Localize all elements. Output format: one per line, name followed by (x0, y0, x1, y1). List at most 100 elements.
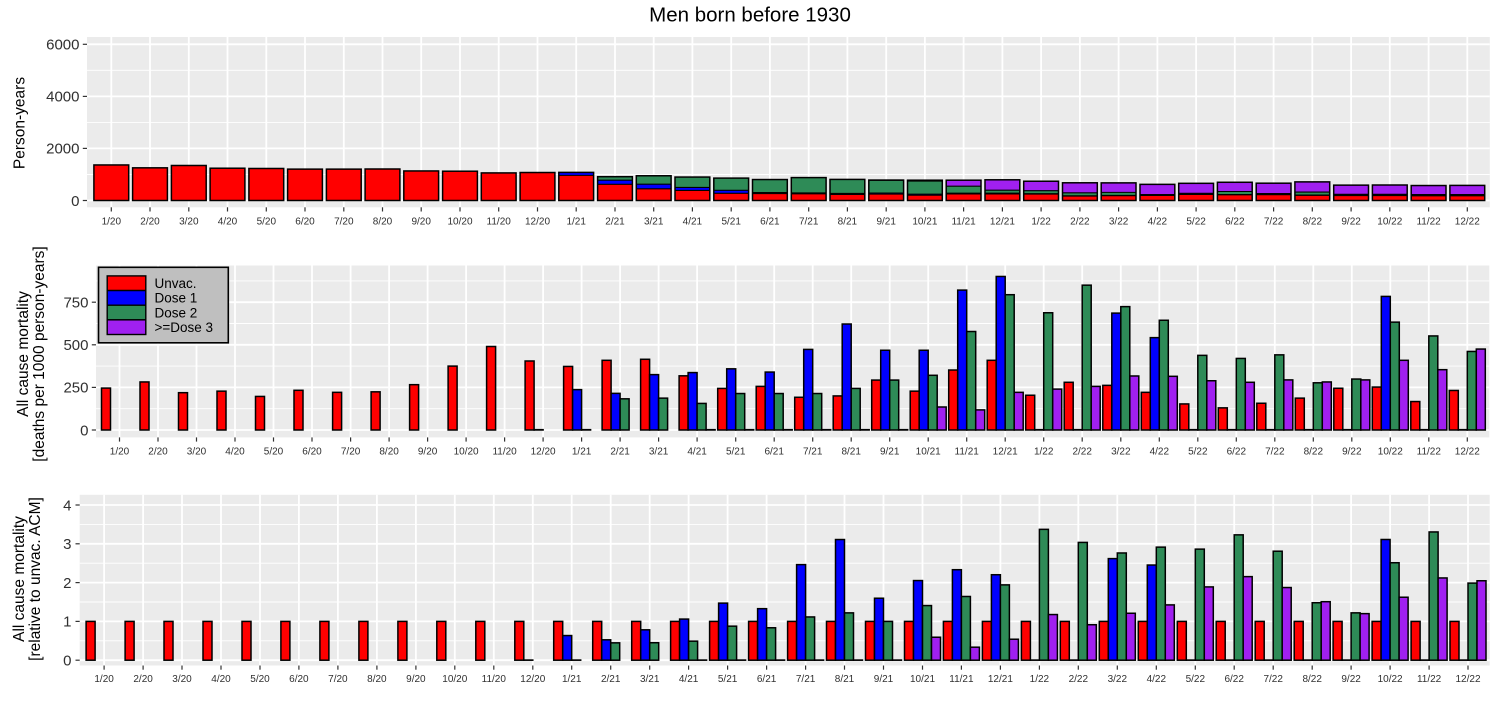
svg-text:7/20: 7/20 (334, 217, 354, 228)
svg-text:4/21: 4/21 (679, 674, 699, 685)
svg-text:4/22: 4/22 (1148, 217, 1168, 228)
svg-text:2/20: 2/20 (148, 446, 168, 457)
svg-text:12/20: 12/20 (531, 446, 556, 457)
svg-text:750: 750 (63, 295, 88, 312)
svg-text:10/20: 10/20 (454, 446, 479, 457)
svg-text:2/21: 2/21 (610, 446, 630, 457)
svg-text:4/22: 4/22 (1147, 674, 1167, 685)
svg-text:3: 3 (63, 536, 71, 553)
svg-text:6000: 6000 (46, 37, 79, 54)
svg-text:12/20: 12/20 (520, 674, 545, 685)
svg-text:11/21: 11/21 (951, 217, 976, 228)
svg-text:3/21: 3/21 (644, 217, 664, 228)
svg-text:11/21: 11/21 (949, 674, 974, 685)
svg-text:6/21: 6/21 (764, 446, 784, 457)
svg-text:5/20: 5/20 (264, 446, 284, 457)
svg-text:11/20: 11/20 (492, 446, 517, 457)
svg-text:12/22: 12/22 (1455, 446, 1480, 457)
svg-text:6/20: 6/20 (289, 674, 309, 685)
svg-text:Unvac.: Unvac. (155, 276, 197, 291)
svg-text:11/22: 11/22 (1417, 674, 1442, 685)
svg-text:5/20: 5/20 (250, 674, 270, 685)
svg-text:6/22: 6/22 (1227, 446, 1247, 457)
svg-text:5/21: 5/21 (718, 674, 738, 685)
svg-text:500: 500 (63, 337, 88, 354)
svg-text:7/20: 7/20 (328, 674, 348, 685)
svg-text:4/20: 4/20 (225, 446, 245, 457)
svg-text:1/20: 1/20 (94, 674, 114, 685)
svg-text:11/20: 11/20 (482, 674, 507, 685)
svg-text:6/21: 6/21 (757, 674, 777, 685)
svg-text:12/21: 12/21 (988, 674, 1013, 685)
svg-text:9/20: 9/20 (418, 446, 438, 457)
svg-text:8/21: 8/21 (835, 674, 855, 685)
svg-text:2/20: 2/20 (140, 217, 160, 228)
svg-text:Men born before 1930: Men born before 1930 (649, 4, 851, 27)
svg-text:4/20: 4/20 (211, 674, 231, 685)
svg-text:3/21: 3/21 (649, 446, 669, 457)
svg-text:9/22: 9/22 (1342, 446, 1362, 457)
svg-text:8/20: 8/20 (367, 674, 387, 685)
svg-text:5/22: 5/22 (1186, 217, 1206, 228)
svg-text:10/21: 10/21 (912, 217, 937, 228)
svg-text:0: 0 (71, 193, 79, 210)
svg-text:1/21: 1/21 (566, 217, 586, 228)
svg-text:8/20: 8/20 (379, 446, 399, 457)
svg-text:5/21: 5/21 (726, 446, 746, 457)
svg-text:3/22: 3/22 (1108, 674, 1128, 685)
svg-text:12/21: 12/21 (990, 217, 1015, 228)
svg-text:10/22: 10/22 (1378, 446, 1403, 457)
svg-text:2: 2 (63, 575, 71, 592)
svg-text:[relative to unvac. ACM]: [relative to unvac. ACM] (27, 497, 44, 661)
svg-text:[deaths per 1000 person-years]: [deaths per 1000 person-years] (31, 246, 48, 461)
svg-text:Person-years: Person-years (12, 77, 29, 169)
svg-text:0: 0 (80, 422, 88, 439)
svg-text:1/21: 1/21 (572, 446, 592, 457)
svg-text:7/22: 7/22 (1263, 674, 1283, 685)
svg-text:5/22: 5/22 (1188, 446, 1208, 457)
svg-text:7/21: 7/21 (803, 446, 823, 457)
svg-text:9/21: 9/21 (880, 446, 900, 457)
svg-text:10/21: 10/21 (910, 674, 935, 685)
svg-text:5/20: 5/20 (257, 217, 277, 228)
svg-text:4: 4 (63, 497, 71, 514)
svg-text:5/21: 5/21 (721, 217, 741, 228)
svg-text:1: 1 (63, 614, 71, 631)
svg-text:7/20: 7/20 (341, 446, 361, 457)
svg-text:11/22: 11/22 (1416, 217, 1441, 228)
svg-text:6/21: 6/21 (760, 217, 780, 228)
svg-text:3/21: 3/21 (640, 674, 660, 685)
svg-text:All cause mortality: All cause mortality (15, 291, 32, 417)
svg-text:6/20: 6/20 (295, 217, 315, 228)
svg-text:8/22: 8/22 (1303, 217, 1323, 228)
svg-text:2000: 2000 (46, 141, 79, 158)
svg-text:11/21: 11/21 (955, 446, 980, 457)
svg-text:>=Dose 3: >=Dose 3 (155, 320, 214, 335)
svg-text:8/21: 8/21 (841, 446, 861, 457)
svg-text:0: 0 (63, 653, 71, 670)
svg-text:7/21: 7/21 (799, 217, 819, 228)
svg-text:9/22: 9/22 (1341, 674, 1361, 685)
svg-text:8/21: 8/21 (838, 217, 858, 228)
svg-text:6/20: 6/20 (302, 446, 322, 457)
svg-text:1/20: 1/20 (110, 446, 130, 457)
svg-text:4/20: 4/20 (218, 217, 238, 228)
svg-text:12/22: 12/22 (1455, 674, 1480, 685)
svg-text:9/21: 9/21 (874, 674, 894, 685)
svg-text:4000: 4000 (46, 89, 79, 106)
svg-text:5/22: 5/22 (1186, 674, 1206, 685)
svg-text:6/22: 6/22 (1225, 217, 1245, 228)
svg-text:12/20: 12/20 (525, 217, 550, 228)
svg-text:Dose 1: Dose 1 (155, 291, 198, 306)
svg-text:3/22: 3/22 (1111, 446, 1131, 457)
svg-text:1/20: 1/20 (102, 217, 122, 228)
svg-text:12/21: 12/21 (993, 446, 1018, 457)
svg-text:8/22: 8/22 (1304, 446, 1324, 457)
svg-text:All cause mortality: All cause mortality (11, 516, 28, 642)
svg-text:9/22: 9/22 (1341, 217, 1361, 228)
svg-text:4/21: 4/21 (687, 446, 707, 457)
svg-text:1/22: 1/22 (1031, 217, 1051, 228)
svg-text:2/22: 2/22 (1070, 217, 1090, 228)
svg-text:9/20: 9/20 (411, 217, 431, 228)
svg-text:4/21: 4/21 (683, 217, 703, 228)
